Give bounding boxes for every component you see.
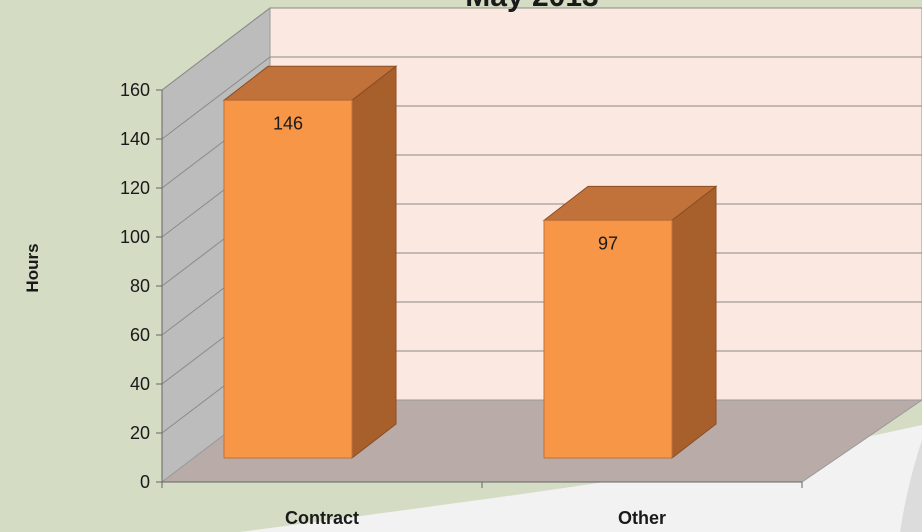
y-tick-label: 120 [120, 178, 150, 198]
y-tick-label: 80 [130, 276, 150, 296]
gridline-side [161, 7, 271, 91]
bars [222, 65, 718, 460]
chart-title: May 2013 [465, 0, 598, 13]
y-tick-label: 100 [120, 227, 150, 247]
y-tick-label: 160 [120, 80, 150, 100]
category-label: Other [618, 508, 666, 528]
category-labels: Contract Other [285, 508, 666, 528]
gridline-side [161, 56, 271, 140]
y-tick-labels: 0 20 40 60 80 100 120 140 160 [120, 80, 150, 492]
data-labels: 146 97 [273, 113, 618, 253]
y-tick-label: 140 [120, 129, 150, 149]
bar [223, 99, 353, 459]
data-label: 146 [273, 113, 303, 133]
page-curl-shadow-decoration [900, 440, 922, 532]
y-tick-label: 40 [130, 374, 150, 394]
bar [543, 219, 673, 459]
y-tick-label: 0 [140, 472, 150, 492]
category-label: Contract [285, 508, 359, 528]
bar-side-face [671, 185, 717, 460]
bar-side-face [351, 65, 397, 460]
y-tick-label: 20 [130, 423, 150, 443]
y-tick-label: 60 [130, 325, 150, 345]
axes [156, 89, 803, 488]
y-axis-label: Hours [23, 243, 42, 292]
data-label: 97 [598, 233, 618, 253]
page-curl-decoration [240, 425, 922, 532]
